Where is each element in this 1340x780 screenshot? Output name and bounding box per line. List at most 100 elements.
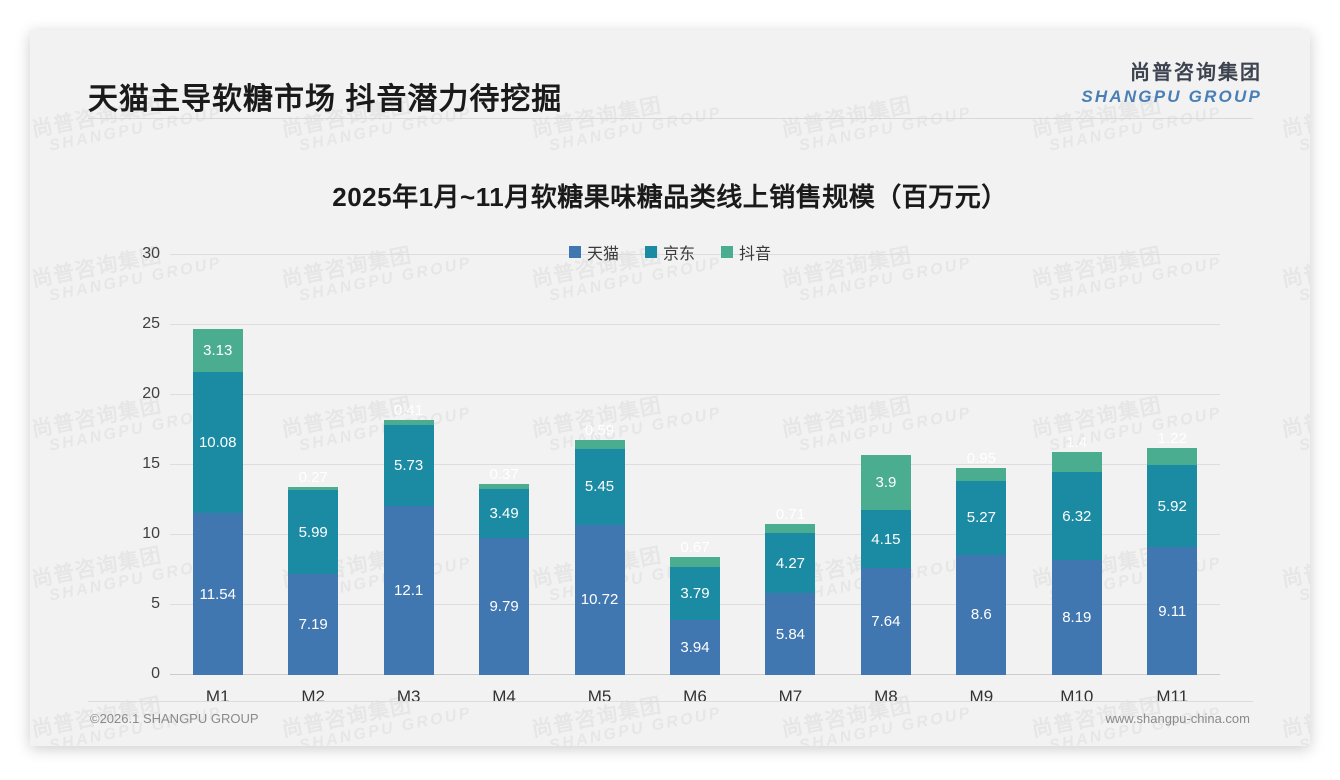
bar-segment-天猫[interactable]: 8.19 (1051, 560, 1102, 675)
y-axis-tick-label: 30 (142, 245, 160, 262)
bar-segment-天猫[interactable]: 8.6 (956, 554, 1007, 675)
x-axis-tick-label: M7 (778, 687, 803, 706)
bar-value-label: 3.94 (680, 638, 710, 656)
x-axis-tick-label: M6 (683, 687, 707, 706)
gridline: 30 (142, 245, 1220, 262)
bar-value-label: 1.4 (1066, 434, 1088, 452)
bar-group-M6[interactable]: 3.94 3.79 0.67 M6 (647, 255, 742, 706)
brand-logo: 尚普咨询集团 SHANGPU GROUP (1081, 63, 1262, 105)
bar-segment-天猫[interactable]: 9.79 (479, 537, 530, 675)
bar-segment-抖音[interactable]: 0.59 (574, 423, 625, 449)
bar-segment-天猫[interactable]: 7.64 (860, 568, 911, 675)
bar-segment-天猫[interactable]: 12.1 (383, 505, 434, 675)
bar-segment-京东[interactable]: 5.99 (288, 490, 339, 575)
gridline: 15 (142, 455, 1220, 472)
bar-segment-京东[interactable]: 5.73 (383, 425, 434, 506)
bar-value-label: 5.73 (394, 457, 424, 474)
x-axis-tick-label: M2 (301, 687, 325, 706)
bar-segment-抖音[interactable]: 1.22 (1147, 431, 1198, 465)
bar-group-M10[interactable]: 8.19 6.32 1.4 M10 (1029, 255, 1124, 706)
bar-value-label: 11.54 (199, 585, 236, 603)
y-axis-tick-label: 5 (151, 595, 160, 613)
gridline: 25 (142, 315, 1220, 332)
bar-stack: 10.72 5.45 0.59 (574, 423, 625, 675)
bar-value-label: 5.99 (298, 523, 328, 541)
x-axis-tick-label: M3 (396, 687, 421, 706)
page-title: 天猫主导软糖市场 抖音潜力待挖掘 (88, 83, 563, 116)
bar-segment-京东[interactable]: 3.79 (669, 566, 720, 620)
bar-value-label: 6.32 (1062, 507, 1092, 525)
bar-group-M11[interactable]: 9.11 5.92 1.22 M11 (1125, 255, 1220, 706)
bar-segment-抖音[interactable]: 0.27 (288, 470, 339, 491)
bar-segment-京东[interactable]: 4.27 (765, 533, 816, 594)
bar-stack: 11.54 10.08 3.13 (192, 328, 243, 675)
legend-item-抖音[interactable]: 抖音 (721, 240, 771, 264)
chart-legend: 天猫 京东 抖音 (30, 240, 1310, 264)
bar-segment-京东[interactable]: 4.15 (860, 509, 911, 569)
bar-value-label: 5.84 (775, 625, 806, 643)
bar-segment-京东[interactable]: 5.92 (1147, 464, 1198, 548)
bar-segment-抖音[interactable]: 0.95 (956, 451, 1007, 481)
bar-value-label: 8.19 (1062, 609, 1092, 627)
x-axis-tick-label: M4 (492, 687, 516, 706)
bar-segment-抖音[interactable]: 3.13 (192, 328, 243, 373)
legend-item-京东[interactable]: 京东 (644, 240, 695, 264)
bar-value-label: 0.71 (775, 505, 806, 523)
bar-value-label: 12.1 (394, 581, 424, 599)
bar-segment-京东[interactable]: 5.27 (956, 480, 1007, 555)
bar-segment-天猫[interactable]: 11.54 (192, 513, 243, 675)
bar-stack: 9.79 3.49 0.37 (479, 467, 530, 675)
bar-stack: 9.11 5.92 1.22 (1147, 431, 1198, 675)
bar-segment-天猫[interactable]: 9.11 (1147, 547, 1198, 675)
bar-group-M4[interactable]: 9.79 3.49 0.37 M4 (457, 255, 552, 706)
bar-segment-抖音[interactable]: 1.4 (1051, 435, 1102, 472)
y-axis-tick-label: 15 (142, 455, 160, 472)
brand-name-en: SHANGPU GROUP (1081, 87, 1262, 106)
bar-group-M2[interactable]: 7.19 5.99 0.27 M2 (266, 255, 361, 706)
bar-value-label: 4.15 (871, 530, 901, 548)
bar-stack: 7.64 4.15 3.9 (860, 455, 911, 675)
bar-stack: 12.1 5.73 0.41 (383, 403, 434, 675)
legend-swatch-icon (644, 246, 657, 258)
bar-value-label: 5.45 (584, 478, 615, 496)
bar-value-label: 7.64 (871, 613, 901, 631)
bar-segment-京东[interactable]: 6.32 (1051, 471, 1102, 561)
x-axis-tick-label: M8 (874, 687, 898, 706)
bar-segment-京东[interactable]: 3.49 (479, 489, 530, 538)
bar-segment-天猫[interactable]: 5.84 (765, 593, 816, 675)
bar-segment-抖音[interactable]: 0.67 (669, 540, 720, 567)
bar-value-label: 7.19 (298, 616, 328, 634)
bar-segment-天猫[interactable]: 7.19 (288, 574, 339, 675)
bar-group-M9[interactable]: 8.6 5.27 0.95 M9 (934, 255, 1029, 706)
bar-segment-抖音[interactable]: 0.37 (479, 467, 530, 490)
bar-segment-天猫[interactable]: 10.72 (574, 524, 625, 675)
bar-group-M8[interactable]: 7.64 4.15 3.9 M8 (838, 255, 933, 706)
bar-segment-天猫[interactable]: 3.94 (669, 619, 720, 675)
bar-segment-抖音[interactable]: 3.9 (860, 455, 911, 510)
bar-value-label: 4.27 (775, 554, 806, 572)
bar-value-label: 5.92 (1157, 497, 1187, 515)
x-axis-tick-label: M10 (1060, 687, 1094, 706)
x-axis-tick-label: M1 (205, 687, 230, 706)
bar-group-M7[interactable]: 5.84 4.27 0.71 M7 (743, 255, 838, 706)
legend-swatch-icon (568, 246, 581, 258)
bar-value-label: 0.67 (680, 539, 710, 557)
bar-segment-抖音[interactable]: 0.71 (765, 507, 816, 534)
bar-segment-京东[interactable]: 5.45 (574, 448, 625, 525)
bar-segment-京东[interactable]: 10.08 (192, 372, 243, 514)
legend-item-天猫[interactable]: 天猫 (568, 240, 619, 264)
gridline: 10 (142, 525, 1220, 542)
bar-stack: 8.6 5.27 0.95 (956, 451, 1007, 675)
bar-group-M1[interactable]: 11.54 10.08 3.13 M1 (170, 255, 265, 706)
bar-segment-抖音[interactable]: 0.41 (383, 403, 434, 426)
bar-value-label: 1.22 (1157, 429, 1187, 447)
x-axis-tick-label: M5 (587, 687, 612, 706)
legend-label: 京东 (662, 246, 695, 263)
bar-value-label: 5.27 (966, 509, 996, 527)
bar-value-label: 0.95 (966, 449, 996, 467)
bar-value-label: 3.49 (489, 505, 519, 523)
bar-group-M3[interactable]: 12.1 5.73 0.41 M3 (361, 255, 456, 706)
y-axis-tick-label: 20 (142, 385, 160, 403)
bar-group-M5[interactable]: 10.72 5.45 0.59 M5 (552, 255, 647, 706)
